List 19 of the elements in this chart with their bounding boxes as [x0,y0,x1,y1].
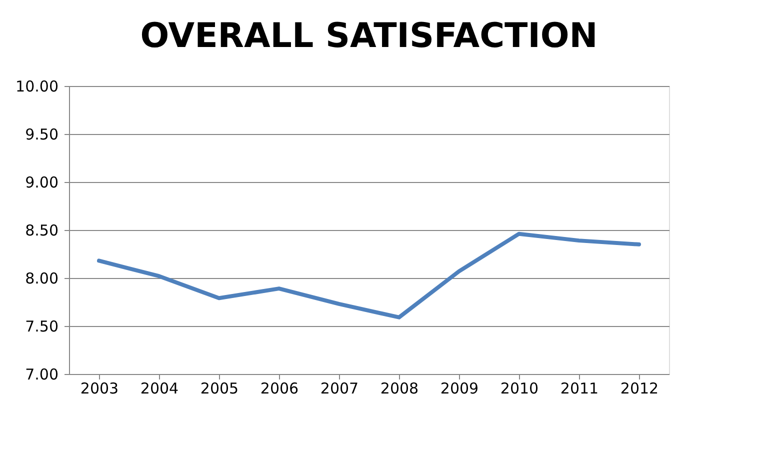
line-series [97,232,641,320]
y-tick-label: 8.00 [25,270,58,288]
x-tick-label: 2005 [200,380,239,398]
x-tick-label: 2003 [80,380,119,398]
chart-title: OVERALL SATISFACTION [140,16,598,56]
x-tick-label: 2006 [260,380,299,398]
y-tick-label: 10.00 [16,78,58,96]
x-tick-label: 2007 [320,380,359,398]
x-tick-label: 2010 [500,380,539,398]
x-tick-label: 2012 [620,380,659,398]
x-tick-label: 2009 [440,380,479,398]
x-tick-label: 2008 [380,380,419,398]
x-tick-label: 2004 [140,380,179,398]
y-tick-label: 9.50 [25,126,58,144]
y-tick-label: 9.00 [25,174,58,192]
y-tick-label: 7.00 [25,366,58,384]
x-tick-label: 2011 [560,380,599,398]
y-tick-label: 8.50 [25,222,58,240]
y-tick-label: 7.50 [25,318,58,336]
